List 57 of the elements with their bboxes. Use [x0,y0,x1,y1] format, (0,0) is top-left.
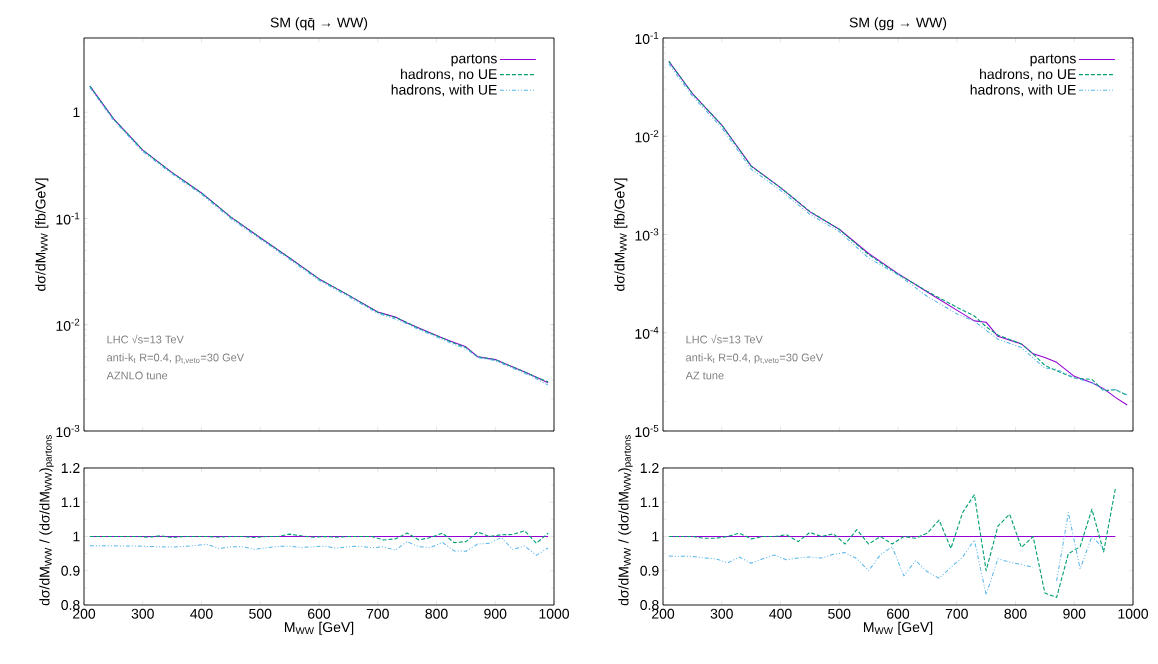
x-tick-label: 300 [131,608,154,619]
legend-label: hadrons, no UE [401,68,497,81]
y-tick-label: 0.9 [61,565,80,576]
y-tick-label: 10$^{-5}$ [635,424,659,438]
x-tick-label: 300 [710,608,733,619]
y-tick-label: 10$^{-2}$ [635,130,659,143]
annotation: anti-k$_{t}$ R=0.4, p$_{t,veto}$=30 GeV [686,353,824,364]
legend-label: partons [1030,54,1076,67]
y-tick-label: 10$^{-1}$ [635,31,659,45]
legend-label: partons [451,54,497,67]
x-axis-title: M$_{WW}$ [GeV] [284,621,354,635]
y-tick-label: 1 [73,531,80,542]
x-tick-label: 900 [484,608,507,619]
y-tick-label: 0.9 [640,565,659,576]
y-tick-label: 1.2 [61,463,80,473]
annotation: anti-k$_{t}$ R=0.4, p$_{t,veto}$=30 GeV [107,353,245,364]
x-tick-label: 200 [73,608,96,619]
y-tick-label: 10$^{-2}$ [56,318,80,331]
chart-title: SM (qq̄ → WW) [270,17,368,31]
x-tick-label: 600 [308,608,331,619]
y-axis-title: dσ/dM$_{WW}$ / (dσ/dM$_{WW}$)$_{partons}$ [618,435,633,606]
legend-label: hadrons, with UE [970,84,1076,97]
annotation: AZNLO tune [106,371,168,380]
chart-title: SM (gg → WW) [849,17,947,31]
y-tick-label: 10$^{-3}$ [635,228,659,241]
x-tick-label: 800 [425,608,448,619]
y-tick-label: 0.8 [640,600,659,610]
x-tick-label: 800 [1004,608,1027,619]
x-tick-label: 500 [828,608,851,619]
x-tick-label: 400 [190,608,213,619]
y-axis-title: dσ/dM$_{WW}$ [fb/GeV] [614,178,628,291]
x-tick-label: 400 [769,608,792,619]
x-tick-label: 1000 [1118,608,1149,619]
y-tick-label: 1 [73,107,80,118]
y-tick-label: 1.1 [640,497,659,508]
y-axis-title: dσ/dM$_{WW}$ [fb/GeV] [35,178,49,291]
x-tick-label: 900 [1063,608,1086,619]
x-tick-label: 500 [249,608,272,619]
x-axis-title: M$_{WW}$ [GeV] [863,621,933,635]
y-tick-label: 10$^{-3}$ [56,424,80,438]
x-tick-label: 200 [652,608,675,619]
y-axis-title: dσ/dM$_{WW}$ / (dσ/dM$_{WW}$)$_{partons}$ [39,435,54,606]
y-tick-label: 0.8 [61,600,80,610]
y-tick-label: 10$^{-1}$ [56,212,80,225]
x-tick-label: 700 [945,608,968,619]
x-tick-label: 700 [366,608,389,619]
y-tick-label: 1.1 [61,497,80,508]
legend-label: hadrons, with UE [391,84,497,97]
annotation: AZ tune [685,371,724,380]
y-tick-label: 10$^{-4}$ [635,326,659,339]
annotation: LHC √s=13 TeV [107,334,184,344]
x-tick-label: 600 [887,608,910,619]
x-tick-label: 1000 [539,608,570,619]
y-tick-label: 1.2 [640,463,659,473]
y-tick-label: 1 [652,531,659,542]
annotation: LHC √s=13 TeV [686,334,763,344]
legend-label: hadrons, no UE [980,68,1076,81]
